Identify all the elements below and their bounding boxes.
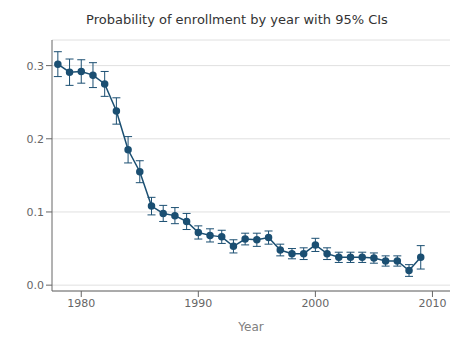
svg-text:0.1: 0.1 (27, 206, 45, 219)
svg-text:0.0: 0.0 (27, 279, 45, 292)
svg-text:0.3: 0.3 (27, 60, 45, 73)
svg-text:1990: 1990 (184, 297, 212, 310)
svg-text:Year: Year (237, 320, 263, 334)
svg-text:2010: 2010 (418, 297, 446, 310)
html-text:Probability of enrollment by y: Probability of enrollment by year with 9… (86, 12, 388, 27)
svg-text:1980: 1980 (67, 297, 95, 310)
svg-text:2000: 2000 (301, 297, 329, 310)
svg-text:0.2: 0.2 (27, 133, 45, 146)
